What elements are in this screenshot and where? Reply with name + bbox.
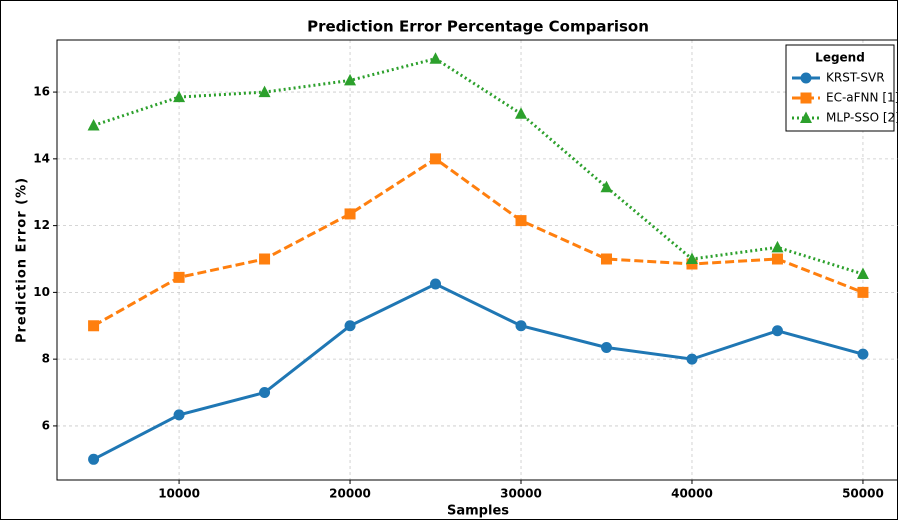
point: [344, 208, 356, 220]
y-tick-label: 6: [42, 418, 50, 432]
point: [686, 353, 698, 365]
point: [857, 286, 869, 298]
point: [88, 453, 100, 465]
x-tick-label: 20000: [329, 487, 371, 501]
point: [258, 85, 271, 98]
x-tick-label: 40000: [671, 487, 713, 501]
y-axis-label: Prediction Error (%): [15, 177, 30, 343]
legend-marker: [800, 72, 812, 84]
point: [430, 278, 442, 290]
legend-label: MLP-SSO [2]: [826, 111, 898, 125]
point: [259, 387, 271, 399]
series-line: [92, 282, 864, 461]
point: [173, 90, 186, 103]
y-tick-label: 8: [42, 352, 50, 366]
point: [344, 73, 357, 86]
point: [87, 118, 100, 131]
legend-label: EC-aFNN [1]: [826, 91, 898, 105]
point: [685, 252, 698, 264]
y-tick-label: 12: [33, 218, 50, 232]
point: [259, 253, 271, 265]
y-tick-label: 14: [33, 151, 50, 165]
legend-label: KRST-SVR: [826, 71, 885, 85]
plot-frame: [56, 39, 898, 481]
point: [429, 52, 442, 64]
x-tick-label: 50000: [842, 487, 884, 501]
point: [515, 215, 527, 227]
x-tick-label: 30000: [500, 487, 542, 501]
x-tick-label: 10000: [158, 487, 200, 501]
point: [771, 240, 784, 253]
point: [515, 320, 527, 332]
point: [771, 325, 783, 337]
point: [173, 271, 185, 283]
point: [600, 180, 613, 193]
point: [173, 409, 185, 421]
point: [430, 153, 442, 165]
series-line: [92, 157, 864, 328]
point: [686, 258, 698, 270]
point: [856, 267, 869, 280]
y-tick-label: 16: [33, 85, 50, 99]
legend-title: Legend: [815, 51, 865, 65]
legend-marker: [800, 111, 812, 123]
point: [88, 320, 100, 332]
y-tick-label: 10: [33, 285, 50, 299]
point: [600, 253, 612, 265]
series-line: [93, 57, 864, 276]
legend-marker: [800, 92, 812, 104]
x-axis-label: Samples: [447, 504, 509, 519]
point: [600, 341, 612, 353]
point: [515, 107, 528, 119]
point: [344, 320, 356, 332]
point: [857, 348, 869, 360]
chart-title: Prediction Error Percentage Comparison: [307, 18, 649, 36]
point: [771, 253, 783, 265]
